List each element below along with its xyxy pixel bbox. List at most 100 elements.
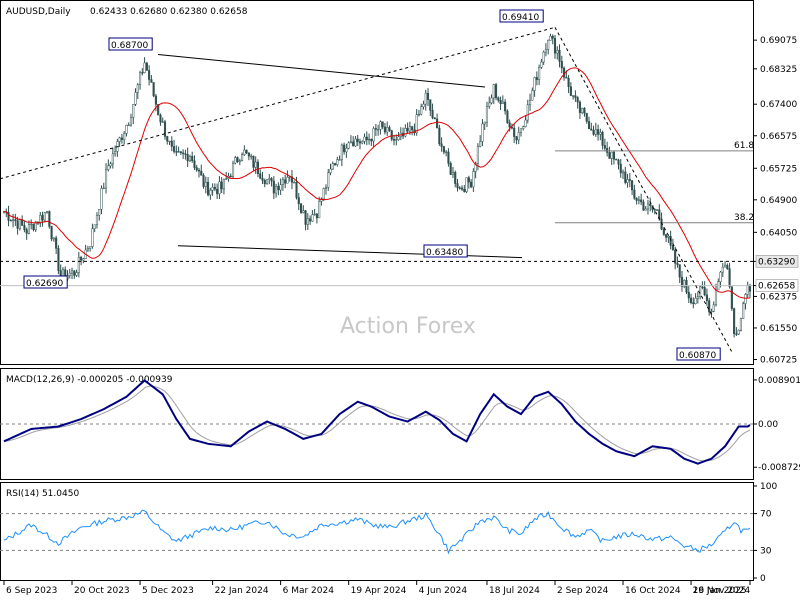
candle-body xyxy=(352,141,355,147)
price-candle xyxy=(454,170,457,188)
candle-body xyxy=(733,308,736,335)
price-candle xyxy=(388,125,391,132)
candle-body xyxy=(52,237,55,240)
candle-body xyxy=(692,302,695,305)
candle-body xyxy=(544,49,547,53)
price-candle xyxy=(148,65,151,86)
moving-average-line xyxy=(3,67,751,299)
price-candle xyxy=(526,99,529,124)
price-candle xyxy=(379,120,382,135)
candle-body xyxy=(628,179,631,181)
candle-body xyxy=(587,121,591,130)
candle-body xyxy=(168,140,171,143)
price-candle xyxy=(7,205,10,227)
candle-body xyxy=(726,264,729,269)
candle-body xyxy=(220,181,223,190)
candle-body xyxy=(93,224,96,229)
price-candle xyxy=(338,155,341,161)
candle-body xyxy=(381,121,384,128)
price-candle xyxy=(238,158,241,166)
candle-body xyxy=(80,257,83,261)
candle-body xyxy=(626,179,629,183)
candle-body xyxy=(424,92,427,105)
candle-body xyxy=(583,107,586,114)
candle-body xyxy=(635,197,638,201)
candle-body xyxy=(324,186,328,189)
annotation-label: 0.68700 xyxy=(111,41,148,51)
macd-axis-label: 0.008901 xyxy=(758,376,800,386)
candle-body xyxy=(218,181,221,195)
candle-body xyxy=(703,287,706,296)
candle-body xyxy=(89,246,92,249)
candle-body xyxy=(279,184,282,191)
candle-body xyxy=(27,224,30,234)
candle-body xyxy=(30,223,33,226)
price-candle xyxy=(138,70,142,90)
candle-body xyxy=(649,203,652,207)
candle-body xyxy=(379,121,382,130)
candle-body xyxy=(742,303,745,319)
price-candle xyxy=(726,263,729,270)
price-candle xyxy=(587,116,591,130)
price-candle xyxy=(374,123,377,137)
candle-body xyxy=(265,179,269,185)
price-candle xyxy=(48,210,51,229)
price-candle xyxy=(125,124,128,137)
price-candle xyxy=(445,149,448,157)
falling-trend-line xyxy=(554,27,734,355)
candle-body xyxy=(272,180,275,194)
candle-body xyxy=(225,178,228,180)
candle-body xyxy=(250,155,253,158)
candle-body xyxy=(14,219,17,222)
price-candle xyxy=(213,183,216,192)
candle-body xyxy=(207,181,210,196)
price-candle xyxy=(127,122,130,127)
candle-body xyxy=(442,146,445,153)
price-candle xyxy=(597,124,600,141)
price-candle xyxy=(275,183,278,198)
price-candle xyxy=(524,115,527,128)
price-candle xyxy=(241,152,244,162)
price-candle xyxy=(265,179,269,185)
price-candle xyxy=(297,193,300,211)
candle-body xyxy=(646,203,650,210)
price-candle xyxy=(433,117,436,120)
candle-body xyxy=(311,214,314,222)
candle-body xyxy=(356,138,359,142)
price-candle xyxy=(52,237,55,242)
date-axis-label: 16 Jan 2025 xyxy=(693,586,747,596)
rsi-axis-label: 30 xyxy=(760,546,772,556)
price-candle xyxy=(465,177,468,194)
price-candle xyxy=(572,95,575,100)
price-candle xyxy=(603,138,606,152)
price-candle xyxy=(345,143,348,158)
candle-body xyxy=(440,143,443,147)
price-header-symbol: AUDUSD,Daily xyxy=(6,7,71,17)
price-candle xyxy=(252,155,255,172)
candle-body xyxy=(12,219,15,221)
candle-body xyxy=(322,188,325,200)
candle-body xyxy=(411,126,414,131)
price-candle xyxy=(173,139,176,154)
candle-body xyxy=(653,209,656,211)
fib-label: 61.8 xyxy=(734,141,754,151)
candle-body xyxy=(268,178,271,180)
candle-body xyxy=(714,289,718,306)
price-candle xyxy=(633,184,636,200)
candle-body xyxy=(501,101,504,105)
candle-body xyxy=(406,127,409,132)
price-candle xyxy=(569,82,572,97)
price-candle xyxy=(111,147,114,169)
candle-body xyxy=(263,180,266,185)
price-candle xyxy=(306,213,309,231)
price-candle xyxy=(617,158,620,170)
price-candle xyxy=(429,99,432,117)
price-panel-frame xyxy=(0,0,754,365)
date-axis-label: 6 Mar 2024 xyxy=(283,586,335,596)
candle-body xyxy=(331,163,334,170)
candle-body xyxy=(383,126,386,133)
price-candle xyxy=(86,245,89,252)
candle-body xyxy=(621,171,625,174)
price-candle xyxy=(84,244,87,260)
price-candle xyxy=(470,178,473,189)
